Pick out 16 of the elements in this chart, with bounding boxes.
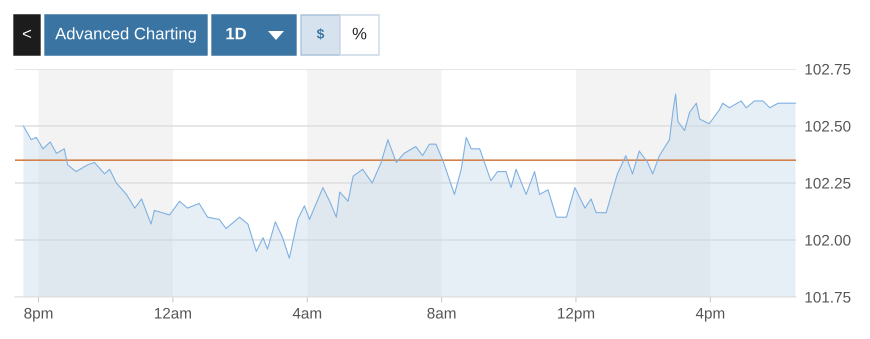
text: $ xyxy=(316,28,324,40)
text: % xyxy=(352,28,366,40)
y-tick-label: 102.50 xyxy=(806,120,850,132)
x-tick-label: 8pm xyxy=(24,308,52,322)
x-tick-label: 12pm xyxy=(558,308,594,322)
x-tick-label: 4am xyxy=(292,308,322,319)
y-tick-label: 102.75 xyxy=(806,64,850,75)
y-tick-label: 101.75 xyxy=(806,292,850,303)
y-tick-label: 102.25 xyxy=(806,178,850,189)
text: < xyxy=(22,30,32,38)
text: Advanced Charting xyxy=(55,27,196,43)
x-tick-label: 8am xyxy=(427,308,456,319)
x-tick-label: 12am xyxy=(154,308,191,319)
y-tick-label: 102.00 xyxy=(806,234,850,246)
x-tick-label: 4pm xyxy=(696,308,724,322)
text: 1D xyxy=(226,28,246,40)
